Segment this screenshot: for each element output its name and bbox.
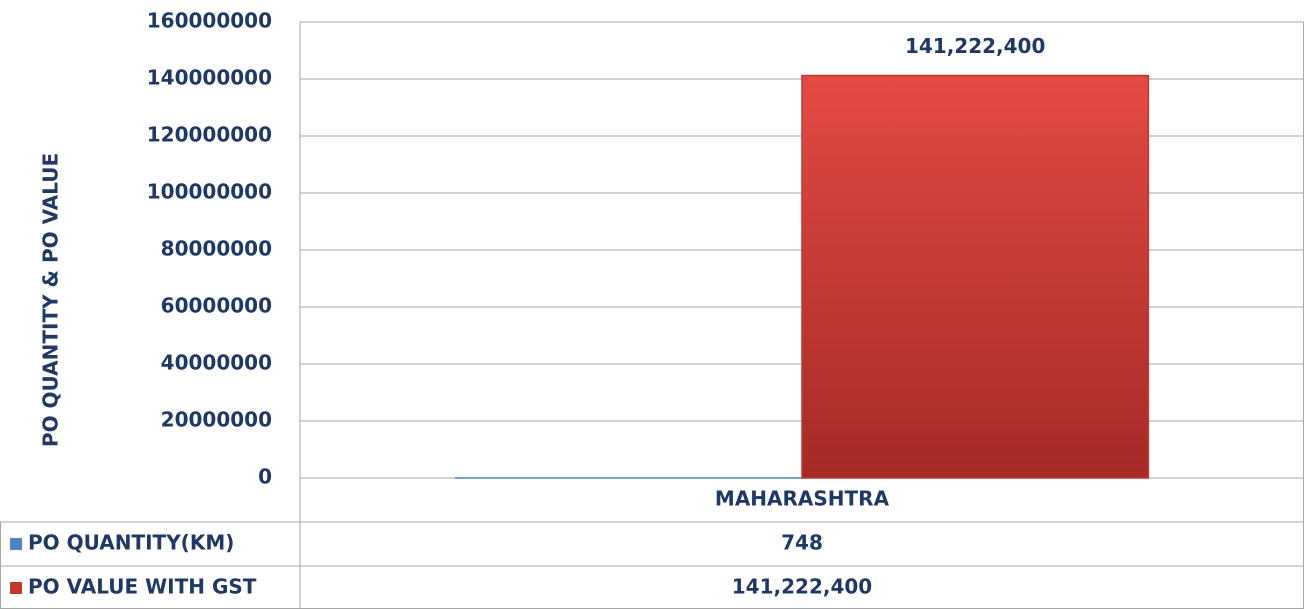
data-label: 141,222,400 <box>905 34 1045 58</box>
y-tick-label: 40000000 <box>161 351 272 375</box>
y-tick-label: 140000000 <box>147 66 272 90</box>
y-tick-label: 120000000 <box>147 123 272 147</box>
y-tick-label: 80000000 <box>161 237 272 261</box>
legend-label: PO VALUE WITH GST <box>28 575 257 599</box>
table-cell: 141,222,400 <box>732 575 872 599</box>
legend-key <box>10 582 22 594</box>
legend-label: PO QUANTITY(KM) <box>28 531 234 555</box>
y-tick-label: 20000000 <box>161 408 272 432</box>
y-tick-label: 160000000 <box>147 9 272 33</box>
y-axis-label: PO QUANTITY & PO VALUE <box>39 153 63 447</box>
table-cell: 748 <box>781 531 823 555</box>
y-tick-label: 100000000 <box>147 180 272 204</box>
y-tick-label: 60000000 <box>161 294 272 318</box>
bar <box>801 74 1150 479</box>
y-tick-label: 0 <box>258 465 272 489</box>
legend-key <box>10 538 22 550</box>
x-tick-label: MAHARASHTRA <box>715 487 890 511</box>
